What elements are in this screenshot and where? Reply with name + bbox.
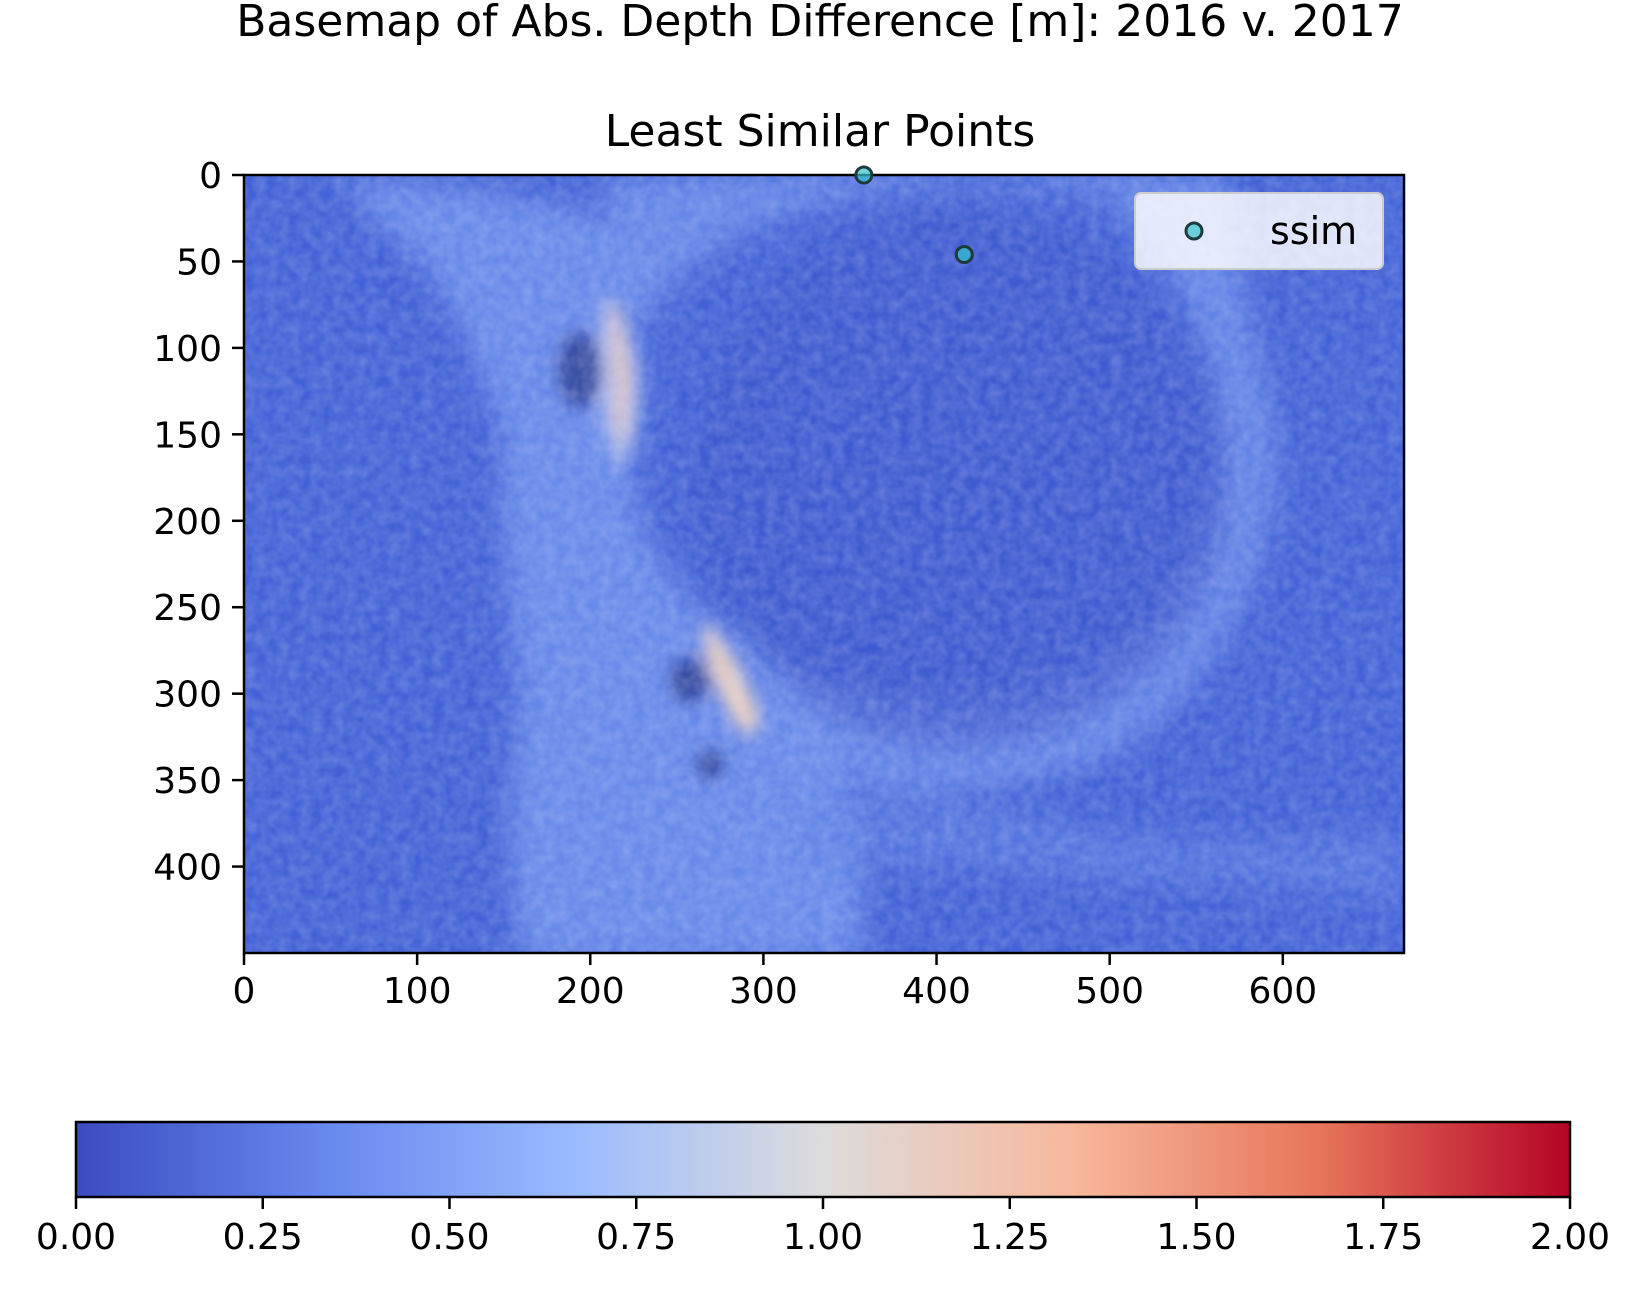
y-tick-label: 150 [153, 415, 222, 456]
colorbar-tick-label: 0.00 [36, 1217, 116, 1258]
y-axis: 0 50 100 150 200 250 300 350 400 [153, 156, 244, 889]
y-tick-label: 0 [199, 156, 222, 197]
x-tick-label: 500 [1075, 971, 1144, 1012]
plot-frame [242, 173, 1406, 955]
y-tick-label: 250 [153, 588, 222, 629]
colorbar-tick-label: 2.00 [1530, 1217, 1610, 1258]
y-tick-label: 350 [153, 761, 222, 802]
scatter-point [954, 245, 974, 265]
colorbar-tick-label: 0.75 [596, 1217, 676, 1258]
ssim-series [854, 165, 974, 265]
y-tick-label: 300 [153, 675, 222, 716]
colorbar-tick-label: 1.50 [1156, 1217, 1236, 1258]
legend-label: ssim [1270, 209, 1357, 253]
colorbar-ticks: 0.00 0.25 0.50 0.75 1.00 1.25 1.50 1.75 2.00 [36, 1197, 1610, 1258]
scatter-point [854, 165, 874, 185]
chart-title: Basemap of Abs. Depth Difference [m]: 20… [236, 0, 1404, 47]
heatmap-image [244, 175, 1404, 953]
x-tick-label: 400 [902, 971, 971, 1012]
y-tick-label: 400 [153, 848, 222, 889]
x-tick-label: 100 [383, 971, 452, 1012]
chart-subtitle: Least Similar Points [604, 106, 1036, 157]
colorbar: 0.00 0.25 0.50 0.75 1.00 1.25 1.50 1.75 2.00 [36, 1120, 1610, 1258]
y-tick-label: 100 [153, 329, 222, 370]
colorbar-tick-label: 0.50 [409, 1217, 489, 1258]
x-tick-label: 0 [233, 971, 256, 1012]
y-tick-label: 200 [153, 502, 222, 543]
legend: ssim [1134, 192, 1384, 270]
legend-box [1134, 192, 1384, 270]
colorbar-tick-label: 0.25 [223, 1217, 303, 1258]
x-axis: 0 100 200 300 400 500 600 [233, 953, 1317, 1012]
x-tick-label: 300 [729, 971, 798, 1012]
x-tick-label: 600 [1248, 971, 1317, 1012]
colorbar-tick-label: 1.25 [970, 1217, 1050, 1258]
colorbar-gradient [74, 1120, 1572, 1199]
legend-marker [1184, 221, 1204, 241]
colorbar-tick-label: 1.00 [783, 1217, 863, 1258]
y-tick-label: 50 [176, 242, 222, 283]
colorbar-tick-label: 1.75 [1343, 1217, 1423, 1258]
x-tick-label: 200 [556, 971, 625, 1012]
